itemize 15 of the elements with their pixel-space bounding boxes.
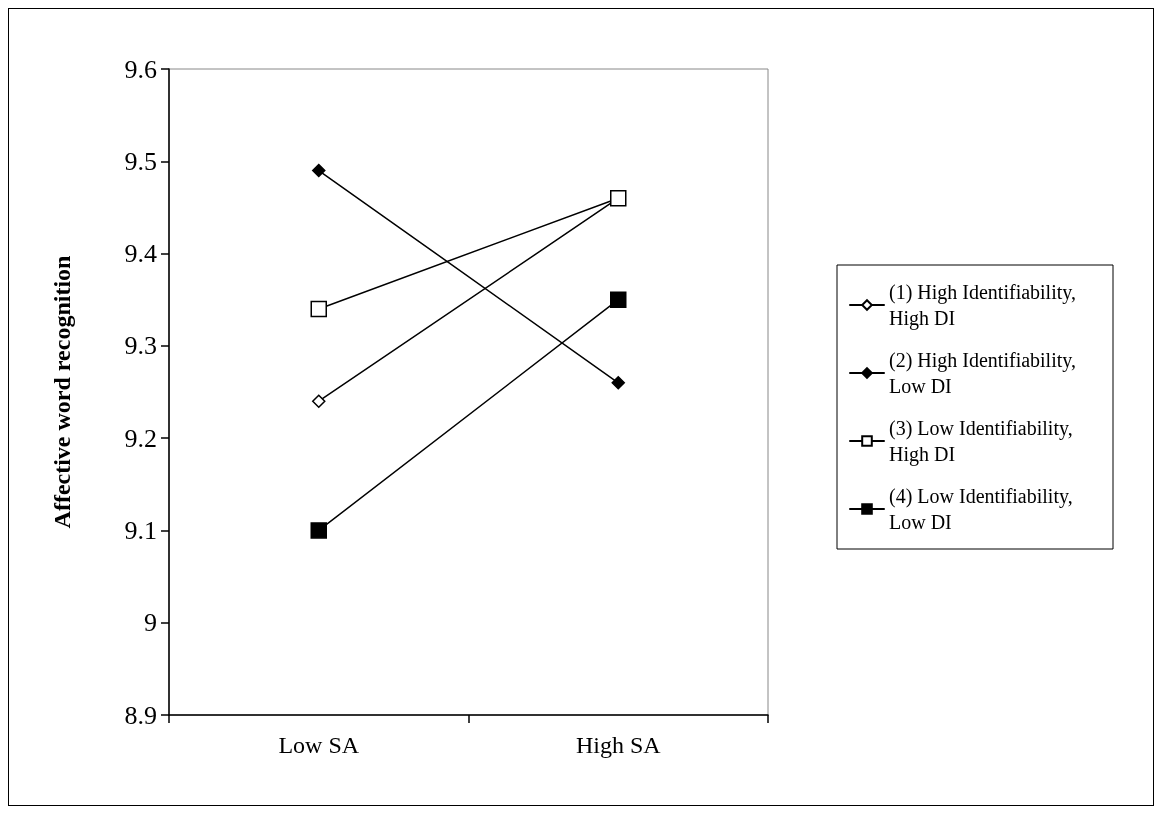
- y-axis-title: Affective word recognition: [49, 255, 75, 529]
- y-tick-label: 9.2: [124, 423, 157, 453]
- x-tick-label: High SA: [575, 732, 662, 758]
- y-tick-label: 9: [144, 608, 157, 638]
- y-tick-label: 8.9: [124, 700, 157, 730]
- legend-label: (2) High Identifiability, Low DI: [889, 349, 1081, 397]
- legend-label: (1) High Identifiability, High DI: [889, 281, 1081, 330]
- y-tick-label: 9.3: [124, 331, 157, 361]
- legend-label: (3) Low Identifiability, High DI: [889, 417, 1078, 466]
- y-tick-label: 9.1: [124, 515, 157, 545]
- legend-label: (4) Low Identifiability, Low DI: [889, 485, 1078, 533]
- y-tick-label: 9.6: [124, 54, 157, 84]
- x-tick-label: Low SA: [278, 732, 360, 758]
- y-tick-label: 9.4: [124, 239, 157, 269]
- y-tick-label: 9.5: [124, 146, 157, 176]
